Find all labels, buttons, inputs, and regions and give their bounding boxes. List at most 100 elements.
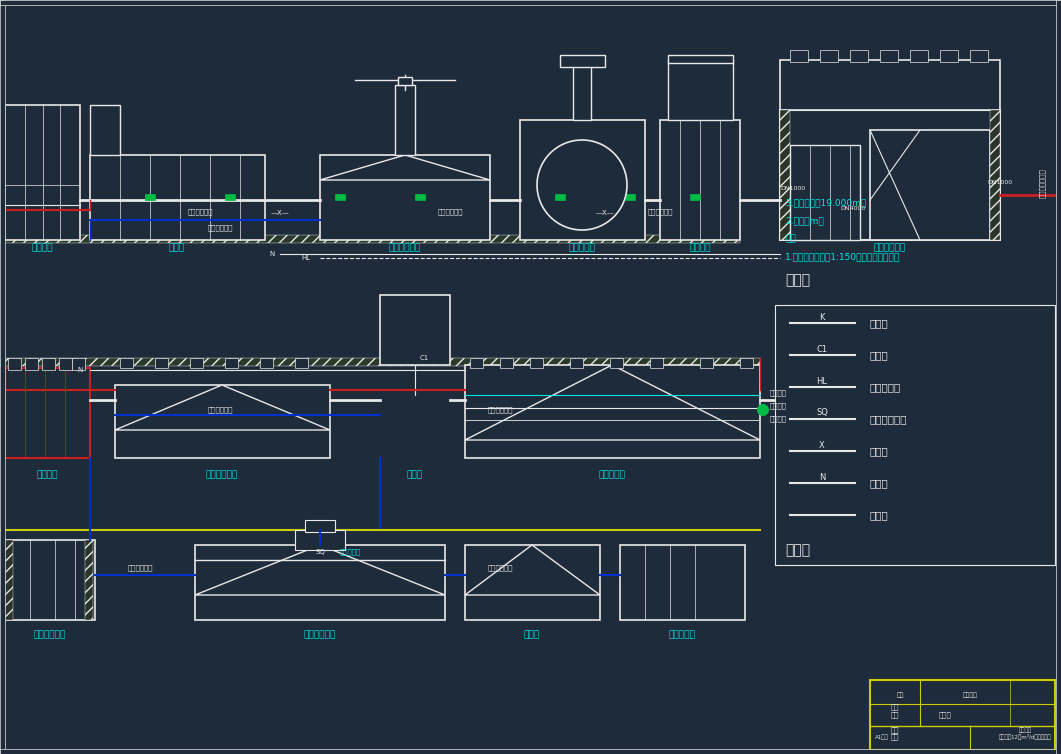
Bar <box>395 85 415 155</box>
Text: 内容: 内容 <box>891 703 900 710</box>
Text: —X—: —X— <box>271 210 290 216</box>
Bar <box>5 540 13 620</box>
Text: 上清液回流: 上清液回流 <box>340 549 361 555</box>
Bar <box>0 0 5 754</box>
Bar <box>25 358 38 370</box>
Bar <box>0 235 740 243</box>
Bar <box>0 749 1061 754</box>
Text: 某开发区12万m³/d污水处理厂: 某开发区12万m³/d污水处理厂 <box>998 734 1051 740</box>
Bar <box>225 194 234 200</box>
Bar <box>500 358 514 368</box>
Text: 1.此高程图纵向为1:150比例，横向没有比: 1.此高程图纵向为1:150比例，横向没有比 <box>785 253 900 262</box>
Text: 污泥管: 污泥管 <box>870 478 889 488</box>
Text: HL: HL <box>817 376 828 385</box>
Bar <box>740 358 753 368</box>
Bar <box>295 358 308 368</box>
Text: C1: C1 <box>420 355 430 361</box>
Text: 集配水井: 集配水井 <box>36 470 57 480</box>
Bar <box>620 545 745 620</box>
Text: 污水管: 污水管 <box>870 510 889 520</box>
Bar <box>870 680 1055 750</box>
Text: 工程: 工程 <box>891 734 900 740</box>
Text: N: N <box>269 251 275 257</box>
Text: 最高水位: 最高水位 <box>770 390 787 397</box>
Text: A1图纸: A1图纸 <box>875 734 889 740</box>
Bar <box>145 194 155 200</box>
Bar <box>775 305 1055 565</box>
Text: 至厂内污水管: 至厂内污水管 <box>487 565 512 572</box>
Bar <box>573 60 591 120</box>
Bar <box>910 50 928 62</box>
Text: 贮泥池: 贮泥池 <box>524 630 540 639</box>
Text: 上清液回流管: 上清液回流管 <box>870 414 907 424</box>
Text: SQ: SQ <box>816 409 828 418</box>
Bar <box>570 358 582 368</box>
Bar <box>1056 0 1061 754</box>
Text: 加氯管: 加氯管 <box>870 350 889 360</box>
Text: 消毒接触池: 消毒接触池 <box>598 470 625 480</box>
Bar <box>650 358 663 368</box>
Text: 加氯间: 加氯间 <box>407 470 423 480</box>
Bar <box>850 50 868 62</box>
Polygon shape <box>465 365 760 440</box>
Bar <box>790 50 808 62</box>
Polygon shape <box>115 385 330 430</box>
Bar <box>320 155 490 240</box>
Text: N: N <box>77 367 83 373</box>
Bar <box>85 540 93 620</box>
Bar <box>625 194 634 200</box>
Bar <box>120 358 133 368</box>
Text: SQ: SQ <box>315 549 325 555</box>
Bar <box>8 358 21 370</box>
Bar <box>880 50 898 62</box>
Bar <box>5 368 90 458</box>
Text: C1: C1 <box>816 345 828 354</box>
Bar <box>260 358 273 368</box>
Text: 至厂内污水管: 至厂内污水管 <box>647 209 673 216</box>
Bar <box>295 530 345 550</box>
Bar <box>690 194 700 200</box>
Bar <box>820 50 838 62</box>
Text: 工艺设计: 工艺设计 <box>1019 727 1031 733</box>
Text: K: K <box>819 312 824 321</box>
Text: 3.地面高程为19.000m。: 3.地面高程为19.000m。 <box>785 198 866 207</box>
Text: 污泥回流管: 污泥回流管 <box>870 382 901 392</box>
Text: 生物池: 生物池 <box>169 244 185 253</box>
Text: 图纸: 图纸 <box>891 712 900 719</box>
Bar <box>59 358 72 370</box>
Bar <box>155 358 168 368</box>
Text: 正常水位: 正常水位 <box>770 403 787 409</box>
Text: 辐流式浓缩池: 辐流式浓缩池 <box>303 630 336 639</box>
Text: HL: HL <box>301 255 310 261</box>
Bar <box>415 194 425 200</box>
Bar <box>115 385 330 458</box>
Text: 至厂内污水管: 至厂内污水管 <box>187 209 213 216</box>
Text: 鼓风机房: 鼓风机房 <box>31 244 53 253</box>
Bar <box>5 105 80 240</box>
Bar <box>42 358 55 370</box>
Bar <box>668 60 733 120</box>
Text: 旋流沉砂池: 旋流沉砂池 <box>569 244 595 253</box>
Bar <box>530 358 543 368</box>
Text: 完成日期: 完成日期 <box>962 692 977 697</box>
Bar <box>380 295 450 365</box>
Bar <box>668 55 733 63</box>
Text: —X—: —X— <box>595 210 614 216</box>
Bar <box>555 194 566 200</box>
Text: DN1000: DN1000 <box>780 185 805 191</box>
Text: 至厂内污水管: 至厂内污水管 <box>207 225 232 231</box>
Text: DN4000: DN4000 <box>840 206 866 210</box>
Text: 至厂内污水管: 至厂内污水管 <box>487 406 512 413</box>
Bar <box>5 540 95 620</box>
Text: 污泥脱水间: 污泥脱水间 <box>668 630 695 639</box>
Text: 最低水位: 最低水位 <box>770 415 787 422</box>
Bar <box>780 60 1001 110</box>
Bar <box>970 50 988 62</box>
Bar <box>398 77 412 85</box>
Text: 例；: 例； <box>785 234 796 244</box>
Text: X: X <box>819 440 824 449</box>
Bar <box>90 105 120 155</box>
Bar <box>0 0 1061 5</box>
Bar <box>335 194 345 200</box>
Polygon shape <box>195 545 445 595</box>
